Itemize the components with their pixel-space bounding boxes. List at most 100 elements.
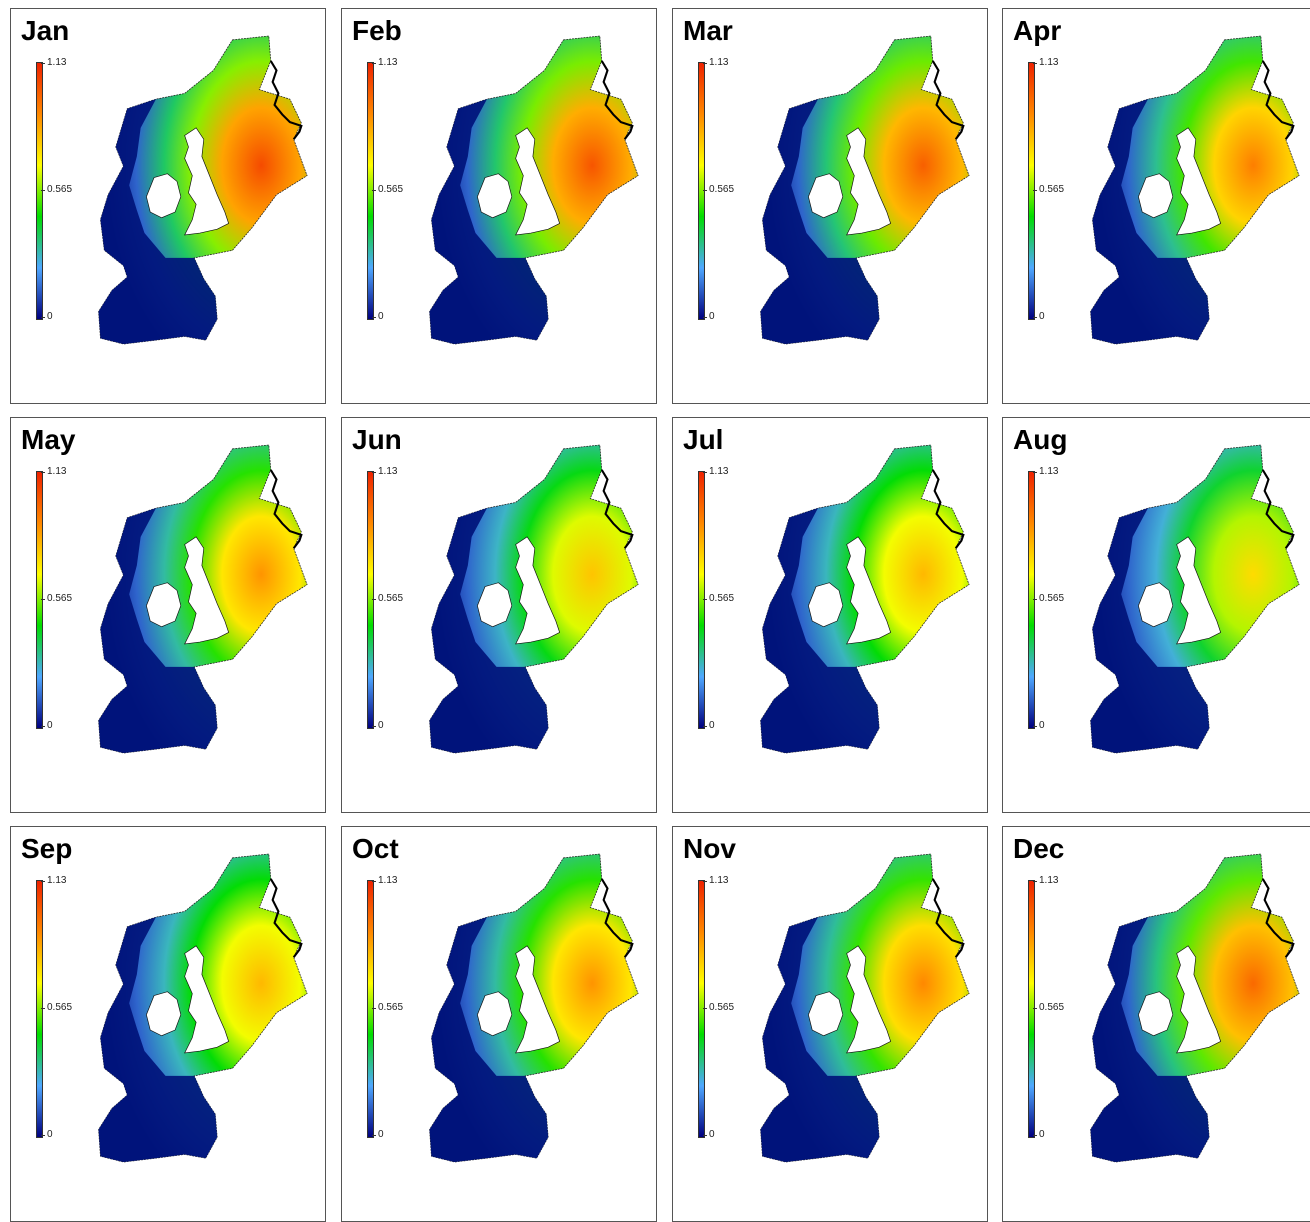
sea-map [429, 444, 639, 754]
colorbar-tick-label: 0 [709, 720, 715, 731]
norway-coastline [1261, 878, 1295, 958]
norway-coastline [269, 469, 303, 549]
month-panel-dec: Dec 1.13 0.565 0 [1002, 826, 1310, 1222]
colorbar-tick [372, 472, 376, 473]
deep-ocean-region [1090, 99, 1210, 344]
ireland-landmass [1138, 582, 1174, 628]
deep-ocean-region [1090, 917, 1210, 1162]
norway-coastline [931, 878, 965, 958]
norway-coastline [931, 469, 965, 549]
deep-ocean-region [429, 99, 549, 344]
month-panel-nov: Nov 1.13 0.565 0 [672, 826, 988, 1222]
colorbar-tick [41, 726, 45, 727]
colorbar-tick-label: 1.13 [378, 875, 398, 886]
ireland-landmass [808, 582, 844, 628]
sea-map [429, 853, 639, 1163]
colorbar-tick [703, 726, 707, 727]
sea-map [98, 853, 308, 1163]
month-panel-may: May 1.13 0.565 0 [10, 417, 326, 813]
great-britain-landmass [184, 945, 230, 1054]
deep-ocean-region [429, 508, 549, 753]
norway-coastline [1261, 60, 1295, 140]
colorbar-tick-label: 1.13 [709, 57, 729, 68]
ireland-landmass [808, 173, 844, 219]
colorbar-tick [1033, 881, 1037, 882]
colorbar-tick-label: 0 [1039, 311, 1045, 322]
month-title: Apr [1013, 15, 1062, 46]
colorbar-tick-label: 0 [378, 1129, 384, 1140]
colorbar-tick [41, 317, 45, 318]
colorbar-tick [372, 726, 376, 727]
colorbar [1028, 880, 1035, 1138]
colorbar-tick [1033, 1008, 1037, 1009]
colorbar-tick-label: 1.13 [47, 466, 67, 477]
norway-coastline [600, 60, 634, 140]
month-title: Sep [21, 833, 73, 864]
month-panel-jul: Jul 1.13 0.565 0 [672, 417, 988, 813]
sea-map [760, 444, 970, 754]
great-britain-landmass [1176, 127, 1222, 236]
great-britain-landmass [1176, 536, 1222, 645]
colorbar-tick [372, 190, 376, 191]
ireland-landmass [1138, 991, 1174, 1037]
norway-coastline [269, 60, 303, 140]
colorbar-tick [703, 881, 707, 882]
sea-map [1090, 35, 1300, 345]
colorbar-tick-label: 0.565 [47, 593, 73, 604]
colorbar-tick-label: 0 [709, 311, 715, 322]
colorbar-tick [1033, 317, 1037, 318]
norway-coastline [600, 878, 634, 958]
month-panel-jun: Jun 1.13 0.565 0 [341, 417, 657, 813]
sea-map [429, 35, 639, 345]
great-britain-landmass [846, 127, 892, 236]
sea-map [1090, 853, 1300, 1163]
month-panel-aug: Aug 1.13 0.565 0 [1002, 417, 1310, 813]
colorbar-tick [41, 190, 45, 191]
ireland-landmass [477, 582, 513, 628]
ireland-landmass [146, 582, 182, 628]
month-title: Dec [1013, 833, 1065, 864]
colorbar-tick [372, 63, 376, 64]
colorbar-tick [1033, 190, 1037, 191]
great-britain-landmass [1176, 945, 1222, 1054]
colorbar-tick-label: 0 [47, 720, 53, 731]
month-panel-feb: Feb 1.13 0.565 0 [341, 8, 657, 404]
sea-map [760, 853, 970, 1163]
colorbar-tick [372, 1008, 376, 1009]
colorbar-tick-label: 1.13 [47, 57, 67, 68]
deep-ocean-region [98, 508, 218, 753]
colorbar-tick-label: 0 [1039, 1129, 1045, 1140]
month-title: Nov [683, 833, 736, 864]
colorbar-tick-label: 0.565 [47, 184, 73, 195]
deep-ocean-region [760, 508, 880, 753]
colorbar-tick [703, 317, 707, 318]
colorbar-tick-label: 0.565 [378, 1002, 404, 1013]
great-britain-landmass [184, 536, 230, 645]
month-panel-apr: Apr 1.13 0.565 0 [1002, 8, 1310, 404]
colorbar-tick [703, 472, 707, 473]
colorbar [698, 62, 705, 320]
colorbar-tick [372, 881, 376, 882]
month-title: Jan [21, 15, 70, 46]
sea-map [98, 35, 308, 345]
deep-ocean-region [1090, 508, 1210, 753]
month-title: May [21, 424, 76, 455]
colorbar-tick-label: 0.565 [709, 593, 735, 604]
colorbar-tick [372, 1135, 376, 1136]
great-britain-landmass [184, 127, 230, 236]
colorbar-tick [372, 599, 376, 600]
month-panel-jan: Jan 1.13 0.565 0 [10, 8, 326, 404]
colorbar [36, 471, 43, 729]
great-britain-landmass [515, 945, 561, 1054]
month-title: Aug [1013, 424, 1068, 455]
month-title: Jul [683, 424, 724, 455]
colorbar-tick-label: 0.565 [378, 184, 404, 195]
colorbar-tick [703, 1008, 707, 1009]
colorbar-tick [1033, 1135, 1037, 1136]
colorbar-tick-label: 1.13 [709, 875, 729, 886]
colorbar-tick [41, 599, 45, 600]
colorbar-tick-label: 0.565 [1039, 1002, 1065, 1013]
deep-ocean-region [429, 917, 549, 1162]
colorbar-tick-label: 0.565 [709, 1002, 735, 1013]
